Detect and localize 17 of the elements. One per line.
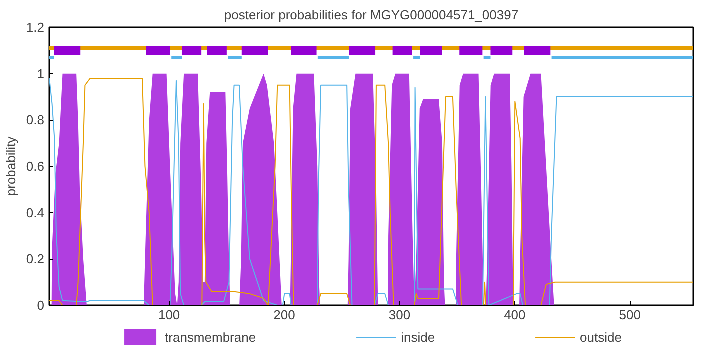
x-tick-label: 300 bbox=[388, 308, 411, 322]
x-tick-label: 100 bbox=[158, 308, 180, 322]
legend-label: transmembrane bbox=[165, 330, 256, 344]
y-tick-label: 1.2 bbox=[26, 20, 45, 35]
y-tick-label: 0 bbox=[37, 298, 45, 313]
legend-label: inside bbox=[401, 330, 436, 344]
chart-title: posterior probabilities for MGYG000004571_00397 bbox=[224, 8, 519, 22]
x-tick-label: 400 bbox=[504, 308, 526, 322]
y-tick-label: 0.2 bbox=[26, 252, 45, 267]
y-tick-label: 0.8 bbox=[26, 112, 45, 128]
y-tick-label: 1 bbox=[37, 66, 45, 82]
y-axis-title: probability bbox=[3, 136, 18, 196]
x-tick-label: 500 bbox=[619, 308, 641, 322]
x-tick-label: 200 bbox=[274, 308, 296, 322]
y-tick-label: 0.4 bbox=[26, 205, 45, 220]
legend-label: outside bbox=[580, 330, 622, 344]
y-tick-label: 0.6 bbox=[26, 159, 45, 174]
